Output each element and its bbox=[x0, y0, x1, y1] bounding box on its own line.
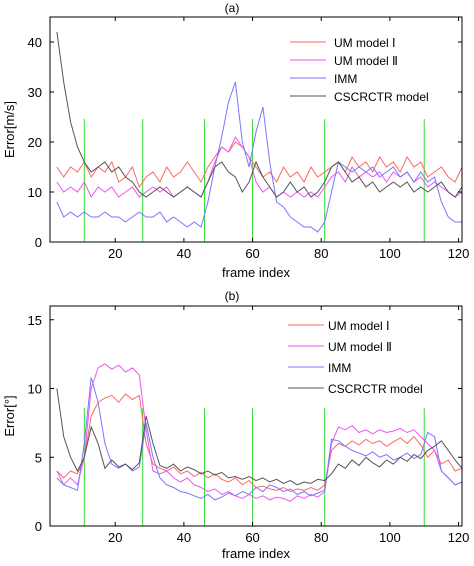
x-tick-label: 100 bbox=[379, 246, 401, 261]
x-tick-label: 20 bbox=[108, 530, 122, 545]
x-tick-label: 40 bbox=[177, 246, 191, 261]
legend-label-3: CSCRCTR model bbox=[328, 382, 423, 396]
series-line-0 bbox=[56, 393, 463, 493]
legend-label-2: IMM bbox=[328, 361, 351, 375]
panel-label: (a) bbox=[225, 1, 240, 15]
y-tick-label: 30 bbox=[28, 85, 42, 100]
y-tick-label: 10 bbox=[28, 185, 42, 200]
chart-panel-a: (a) 20 40 60 80 100 120 0 10 20 30 40 frame index Err… bbox=[2, 1, 469, 280]
legend-label-0: UM model Ⅰ bbox=[334, 36, 396, 50]
y-tick-label: 40 bbox=[28, 35, 42, 50]
legend-label-1: UM model Ⅱ bbox=[334, 54, 398, 68]
x-tick-label: 60 bbox=[245, 530, 259, 545]
x-tick-label: 80 bbox=[314, 530, 328, 545]
x-tick-label: 100 bbox=[379, 530, 401, 545]
x-tick-label: 80 bbox=[314, 246, 328, 261]
x-tick-label: 60 bbox=[245, 246, 259, 261]
y-tick-label: 0 bbox=[35, 235, 42, 250]
series-line-2 bbox=[56, 81, 462, 233]
legend-label-1: UM model Ⅱ bbox=[328, 340, 392, 354]
plot-frame bbox=[49, 16, 463, 243]
series-line-1 bbox=[56, 135, 463, 199]
x-tick-label: 120 bbox=[448, 246, 470, 261]
series-line-0 bbox=[56, 141, 463, 189]
y-axis-label: Error[m/s] bbox=[2, 101, 17, 158]
y-tick-label: 5 bbox=[35, 450, 42, 465]
x-tick-label: 20 bbox=[108, 246, 122, 261]
y-tick-label: 0 bbox=[35, 519, 42, 534]
x-axis-label: frame index bbox=[222, 546, 290, 561]
legend-label-3: CSCRCTR model bbox=[334, 90, 429, 104]
y-tick-label: 15 bbox=[28, 313, 42, 328]
x-axis-label: frame index bbox=[222, 265, 290, 280]
x-tick-label: 40 bbox=[177, 530, 191, 545]
plot-frame bbox=[49, 305, 463, 527]
panel-label: (b) bbox=[225, 289, 240, 303]
legend-label-0: UM model Ⅰ bbox=[328, 319, 390, 333]
y-axis-label: Error[°] bbox=[2, 395, 17, 436]
x-tick-label: 120 bbox=[448, 530, 470, 545]
series-line-3 bbox=[56, 31, 463, 198]
chart-panel-b: (b) 20 40 60 80 100 120 0 5 10 15 frame index Error[… bbox=[2, 289, 469, 561]
y-tick-label: 20 bbox=[28, 135, 42, 150]
y-tick-label: 10 bbox=[28, 382, 42, 397]
series-line-3 bbox=[56, 388, 463, 486]
legend-label-2: IMM bbox=[334, 72, 357, 86]
series-line-1 bbox=[56, 363, 463, 502]
